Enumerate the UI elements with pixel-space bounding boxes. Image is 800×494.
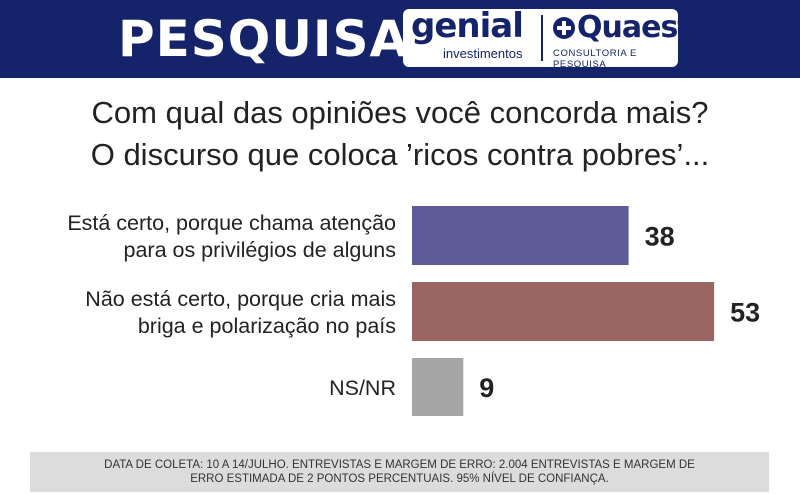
methodology-note: DATA DE COLETA: 10 A 14/JULHO. ENTREVIST… [30, 452, 769, 492]
quaest-cross-icon [553, 17, 575, 39]
methodology-line-1: DATA DE COLETA: 10 A 14/JULHO. ENTREVIST… [104, 459, 695, 471]
bar-2 [412, 358, 464, 416]
bar-chart: 38 Está certo, porque chama atenção para o… [67, 206, 760, 416]
category-label-2-line-0: NS/NR [329, 376, 396, 400]
header-banner: PESQUISA genial investimentos Quaest CON… [0, 0, 800, 78]
methodology-line-2: ERRO ESTIMADA DE 2 PONTOS PERCENTUAIS. 9… [190, 473, 609, 485]
logo-divider [541, 15, 543, 61]
header-title: PESQUISA [118, 10, 410, 68]
category-label-0-line-0: Está certo, porque chama atenção [67, 211, 396, 235]
bar-0 [412, 206, 629, 265]
quaest-logo: Quaest [577, 10, 692, 45]
question-line-1: Com qual das opiniões você concorda mais… [91, 95, 709, 130]
category-label-0-line-1: para os privilégios de alguns [124, 238, 397, 262]
quaest-logo-subtitle: CONSULTORIA E PESQUISA [553, 48, 637, 70]
genial-logo: genial [411, 6, 524, 46]
value-label-2: 9 [479, 373, 494, 403]
category-label-1-line-0: Não está certo, porque cria mais [85, 287, 396, 311]
value-label-1: 53 [730, 298, 760, 328]
bar-1 [412, 282, 715, 341]
value-label-0: 38 [645, 222, 675, 252]
sponsor-logos: genial investimentos Quaest CONSULTORIA … [403, 6, 692, 70]
question-line-2: O discurso que coloca ’ricos contra pobr… [90, 137, 710, 172]
category-label-1-line-1: briga e polarização no país [138, 314, 396, 338]
genial-logo-subtitle: investimentos [443, 46, 523, 61]
